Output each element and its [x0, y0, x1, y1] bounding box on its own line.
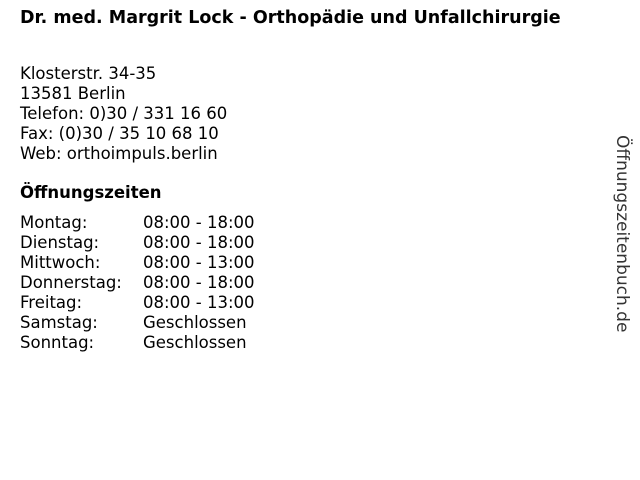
- time: 08:00 - 13:00: [143, 253, 255, 272]
- time: Geschlossen: [143, 333, 247, 352]
- day: Donnerstag:: [20, 273, 122, 292]
- phone: Telefon: 0)30 / 331 16 60: [20, 104, 228, 123]
- page-title: Dr. med. Margrit Lock - Orthopädie und U…: [20, 8, 561, 28]
- time: 08:00 - 18:00: [143, 213, 255, 232]
- brand-watermark: Öffnungszeitenbuch.de: [612, 135, 632, 333]
- day: Freitag:: [20, 293, 83, 312]
- hours-row: Samstag: Geschlossen: [20, 313, 255, 333]
- time: Geschlossen: [143, 313, 247, 332]
- website: Web: orthoimpuls.berlin: [20, 144, 218, 163]
- time: 08:00 - 13:00: [143, 293, 255, 312]
- hours-row: Freitag: 08:00 - 13:00: [20, 293, 255, 313]
- hours-row: Sonntag: Geschlossen: [20, 333, 255, 353]
- street: Klosterstr. 34-35: [20, 64, 157, 83]
- hours-table: Montag: 08:00 - 18:00 Dienstag: 08:00 - 18…: [20, 213, 255, 353]
- hours-row: Montag: 08:00 - 18:00: [20, 213, 255, 233]
- day: Dienstag:: [20, 233, 100, 252]
- day: Mittwoch:: [20, 253, 101, 272]
- hours-row: Mittwoch: 08:00 - 13:00: [20, 253, 255, 273]
- hours-row: Dienstag: 08:00 - 18:00: [20, 233, 255, 253]
- hours-heading: Öffnungszeiten: [20, 183, 162, 202]
- time: 08:00 - 18:00: [143, 273, 255, 292]
- day: Sonntag:: [20, 333, 95, 352]
- time: 08:00 - 18:00: [143, 233, 255, 252]
- day: Samstag:: [20, 313, 98, 332]
- day: Montag:: [20, 213, 88, 232]
- city: 13581 Berlin: [20, 84, 126, 103]
- fax: Fax: (0)30 / 35 10 68 10: [20, 124, 219, 143]
- hours-row: Donnerstag: 08:00 - 18:00: [20, 273, 255, 293]
- address-block: Klosterstr. 34-35 13581 Berlin Telefon: …: [20, 64, 227, 164]
